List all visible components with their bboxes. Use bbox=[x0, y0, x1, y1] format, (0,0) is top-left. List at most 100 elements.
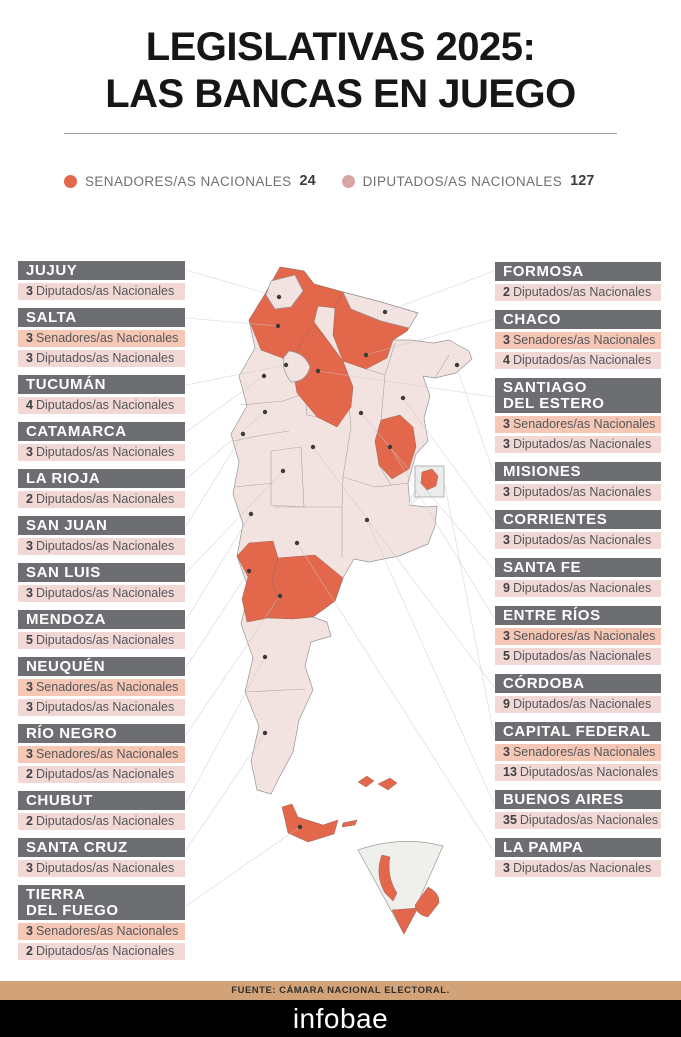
seat-label: Diputados/as Nacionales bbox=[35, 814, 175, 828]
province-name-line: SANTA CRUZ bbox=[26, 839, 128, 856]
seat-label: Diputados/as Nacionales bbox=[35, 861, 175, 875]
seat-row-deputies: 2 Diputados/as Nacionales bbox=[18, 766, 185, 783]
map-antarctica-inset bbox=[357, 841, 444, 935]
province-name: SALTA bbox=[18, 308, 185, 327]
province-card-capital-federal: CAPITAL FEDERAL 3 Senadores/as Nacionales 1… bbox=[495, 722, 661, 781]
seat-label: Diputados/as Nacionales bbox=[35, 700, 175, 714]
province-card-chubut: CHUBUT 2 Diputados/as Nacionales bbox=[18, 791, 185, 830]
province-name-line: LA RIOJA bbox=[26, 470, 101, 487]
legend-deputies-value: 127 bbox=[570, 173, 595, 189]
province-name-line: CHUBUT bbox=[26, 792, 93, 809]
province-name-line: SAN JUAN bbox=[26, 517, 108, 534]
map-capital-federal-inset bbox=[407, 465, 445, 507]
seat-row-deputies: 2 Diputados/as Nacionales bbox=[18, 943, 185, 960]
province-name: NEUQUÉN bbox=[18, 657, 185, 676]
seat-count: 3 bbox=[503, 745, 510, 759]
seat-row-deputies: 3 Diputados/as Nacionales bbox=[495, 484, 661, 501]
seat-label: Senadores/as Nacionales bbox=[35, 331, 179, 345]
province-name: SAN LUIS bbox=[18, 563, 185, 582]
province-name: CORRIENTES bbox=[495, 510, 661, 529]
seat-count: 2 bbox=[26, 944, 33, 958]
page-title-line2: LAS BANCAS EN JUEGO bbox=[105, 72, 576, 116]
seat-row-senators: 3 Senadores/as Nacionales bbox=[18, 923, 185, 940]
seat-row-deputies: 3 Diputados/as Nacionales bbox=[18, 283, 185, 300]
map-islas-malvinas bbox=[357, 775, 398, 791]
seat-label: Diputados/as Nacionales bbox=[35, 633, 175, 647]
seat-row-senators: 3 Senadores/as Nacionales bbox=[495, 744, 661, 761]
seat-row-senators: 3 Senadores/as Nacionales bbox=[18, 746, 185, 763]
province-name: TIERRA DEL FUEGO bbox=[18, 885, 185, 920]
seat-count: 3 bbox=[503, 629, 510, 643]
seat-row-deputies: 5 Diputados/as Nacionales bbox=[495, 648, 661, 665]
province-name-line: TUCUMÁN bbox=[26, 376, 107, 393]
province-card-san-luis: SAN LUIS 3 Diputados/as Nacionales bbox=[18, 563, 185, 602]
seat-count: 3 bbox=[503, 485, 510, 499]
province-name-line: RÍO NEGRO bbox=[26, 725, 118, 742]
seat-count: 3 bbox=[26, 700, 33, 714]
seat-count: 3 bbox=[26, 861, 33, 875]
seat-count: 3 bbox=[26, 747, 33, 761]
province-card-chaco: CHACO 3 Senadores/as Nacionales 4 Diputados/… bbox=[495, 310, 661, 369]
seat-label: Diputados/as Nacionales bbox=[35, 351, 175, 365]
province-name: LA PAMPA bbox=[495, 838, 661, 857]
seat-row-deputies: 3 Diputados/as Nacionales bbox=[18, 585, 185, 602]
seat-count: 13 bbox=[503, 765, 517, 779]
seat-row-deputies: 3 Diputados/as Nacionales bbox=[495, 436, 661, 453]
seat-row-deputies: 13 Diputados/as Nacionales bbox=[495, 764, 661, 781]
province-card-catamarca: CATAMARCA 3 Diputados/as Nacionales bbox=[18, 422, 185, 461]
seat-row-deputies: 2 Diputados/as Nacionales bbox=[18, 491, 185, 508]
map-province-tucuman bbox=[282, 350, 311, 383]
map-province-neuquen bbox=[236, 540, 279, 623]
province-card-tucuma-n: TUCUMÁN 4 Diputados/as Nacionales bbox=[18, 375, 185, 414]
seat-count: 3 bbox=[503, 533, 510, 547]
province-name-line: BUENOS AIRES bbox=[503, 791, 624, 808]
province-card-ri-o-negro: RÍO NEGRO 3 Senadores/as Nacionales 2 Diputa… bbox=[18, 724, 185, 783]
province-card-tierra-del-fuego: TIERRA DEL FUEGO 3 Senadores/as Nacionales 2… bbox=[18, 885, 185, 960]
province-name-line: JUJUY bbox=[26, 262, 78, 279]
province-name-line: FORMOSA bbox=[503, 263, 584, 280]
brand-bar: infobae bbox=[0, 1000, 681, 1037]
map-province-jujuy bbox=[265, 274, 304, 310]
source-bar: FUENTE: CÁMARA NACIONAL ELECTORAL. bbox=[0, 981, 681, 1000]
province-name: CATAMARCA bbox=[18, 422, 185, 441]
seat-label: Diputados/as Nacionales bbox=[512, 285, 652, 299]
province-name-line: ENTRE RÍOS bbox=[503, 607, 601, 624]
page-title: LEGISLATIVAS 2025: LAS BANCAS EN JUEGO bbox=[0, 24, 681, 118]
seat-row-deputies: 3 Diputados/as Nacionales bbox=[495, 532, 661, 549]
seat-count: 3 bbox=[26, 924, 33, 938]
seat-row-deputies: 9 Diputados/as Nacionales bbox=[495, 696, 661, 713]
province-name-line: MENDOZA bbox=[26, 611, 107, 628]
seat-count: 35 bbox=[503, 813, 517, 827]
seat-label: Diputados/as Nacionales bbox=[512, 861, 652, 875]
legend-item-senators: SENADORES/AS NACIONALES 24 bbox=[64, 173, 316, 189]
map-province-capital-federal bbox=[420, 468, 439, 491]
province-name: CHUBUT bbox=[18, 791, 185, 810]
province-name: BUENOS AIRES bbox=[495, 790, 661, 809]
seat-count: 3 bbox=[503, 437, 510, 451]
province-name-line: DEL FUEGO bbox=[26, 902, 119, 919]
seat-row-deputies: 3 Diputados/as Nacionales bbox=[18, 538, 185, 555]
seat-row-deputies: 4 Diputados/as Nacionales bbox=[18, 397, 185, 414]
seat-count: 2 bbox=[26, 767, 33, 781]
seat-row-deputies: 5 Diputados/as Nacionales bbox=[18, 632, 185, 649]
seat-label: Diputados/as Nacionales bbox=[512, 533, 652, 547]
province-card-santiago-del-estero: SANTIAGO DEL ESTERO 3 Senadores/as Nacional… bbox=[495, 378, 661, 453]
seat-row-senators: 3 Senadores/as Nacionales bbox=[18, 679, 185, 696]
province-name: MISIONES bbox=[495, 462, 661, 481]
seat-row-senators: 3 Senadores/as Nacionales bbox=[495, 628, 661, 645]
province-card-san-juan: SAN JUAN 3 Diputados/as Nacionales bbox=[18, 516, 185, 555]
map-connector-lines bbox=[185, 269, 495, 907]
seat-row-deputies: 4 Diputados/as Nacionales bbox=[495, 352, 661, 369]
province-card-santa-fe: SANTA FE 9 Diputados/as Nacionales bbox=[495, 558, 661, 597]
seat-label: Diputados/as Nacionales bbox=[512, 697, 652, 711]
seat-label: Diputados/as Nacionales bbox=[35, 586, 175, 600]
seat-count: 3 bbox=[26, 445, 33, 459]
map-province-formosa bbox=[342, 291, 419, 329]
seat-count: 3 bbox=[26, 539, 33, 553]
seat-row-senators: 3 Senadores/as Nacionales bbox=[18, 330, 185, 347]
seat-count: 3 bbox=[26, 331, 33, 345]
seat-row-deputies: 2 Diputados/as Nacionales bbox=[18, 813, 185, 830]
province-name-line: TIERRA bbox=[26, 886, 86, 903]
seat-label: Diputados/as Nacionales bbox=[35, 767, 175, 781]
